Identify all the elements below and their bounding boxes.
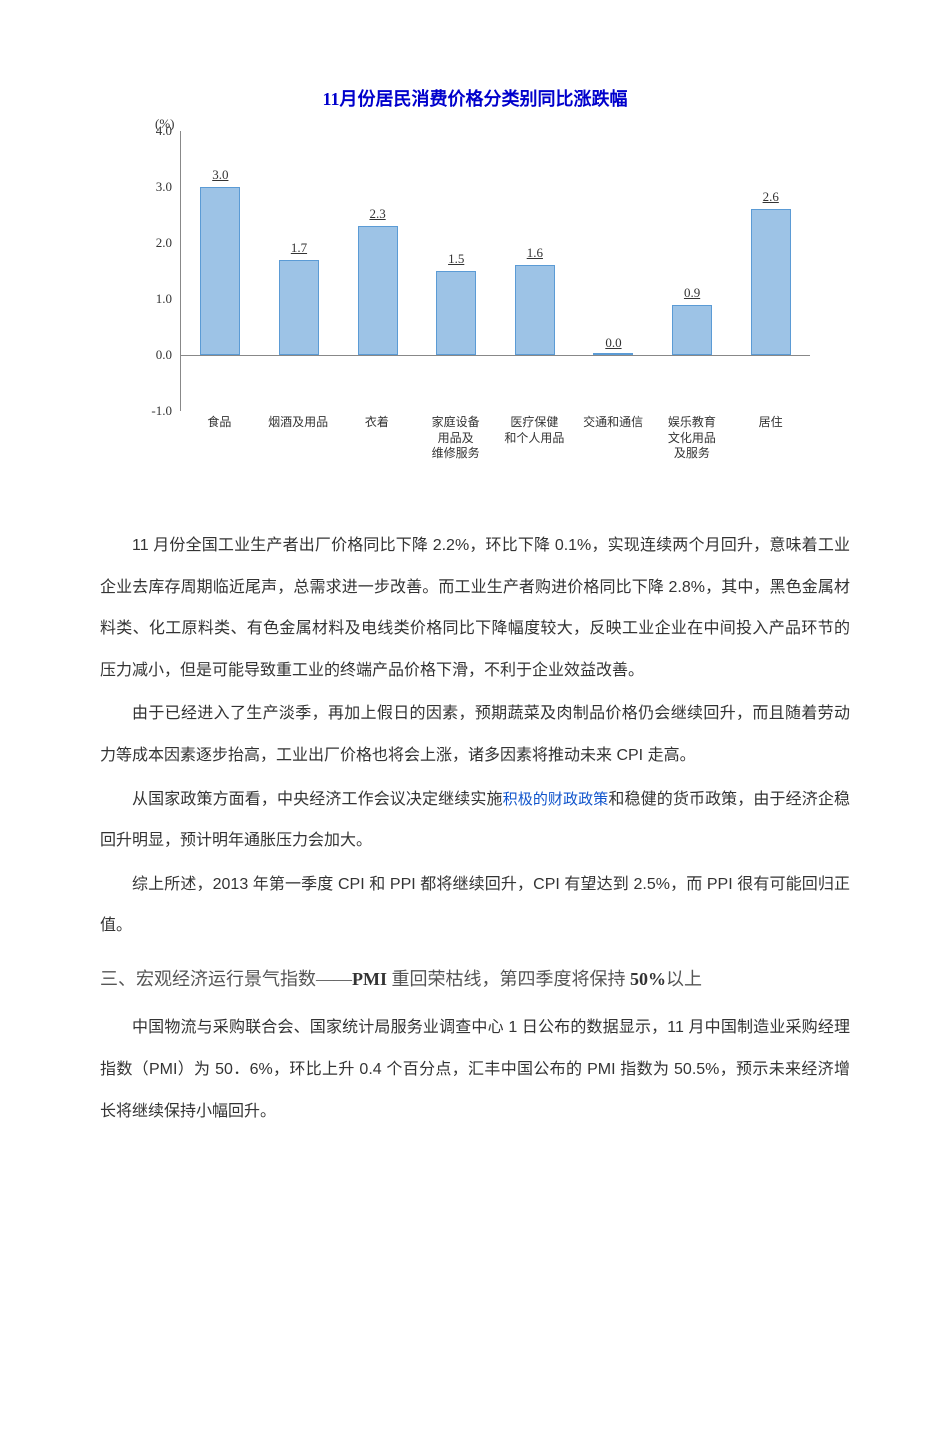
chart-bar (672, 305, 712, 355)
heading-prefix: 三、宏观经济运行景气指数—— (100, 969, 352, 989)
chart-bar (358, 226, 398, 355)
chart-bar (751, 209, 791, 355)
y-tick-label: 0.0 (156, 347, 172, 363)
x-axis-label: 交通和通信 (583, 415, 643, 431)
x-axis-label: 家庭设备用品及维修服务 (432, 415, 480, 462)
chart-title: 11月份居民消费价格分类别同比涨跌幅 (130, 85, 820, 111)
y-tick-label: 3.0 (156, 179, 172, 195)
y-axis: 4.03.02.01.00.0-1.0 (130, 131, 180, 411)
paragraph-3: 从国家政策方面看，中央经济工作会议决定继续实施积极的财政政策和稳健的货币政策，由… (100, 779, 850, 862)
chart-bar (200, 187, 240, 355)
cpi-chart: 11月份居民消费价格分类别同比涨跌幅 (%) 4.03.02.01.00.0-1… (130, 85, 820, 495)
bar-value-label: 3.0 (195, 167, 245, 183)
paragraph-2: 由于已经进入了生产淡季，再加上假日的因素，预期蔬菜及肉制品价格仍会继续回升，而且… (100, 693, 850, 776)
paragraph-5: 中国物流与采购联合会、国家统计局服务业调查中心 1 日公布的数据显示，11 月中… (100, 1007, 850, 1132)
y-tick-label: 1.0 (156, 291, 172, 307)
y-tick-label: 4.0 (156, 123, 172, 139)
y-tick-label: 2.0 (156, 235, 172, 251)
paragraph-1: 11 月份全国工业生产者出厂价格同比下降 2.2%，环比下降 0.1%，实现连续… (100, 525, 850, 691)
chart-plot: (%) 4.03.02.01.00.0-1.0 3.01.72.31.51.60… (130, 116, 820, 461)
x-axis-label: 衣着 (365, 415, 389, 431)
bar-value-label: 0.0 (588, 335, 638, 351)
p3-text-a: 从国家政策方面看，中央经济工作会议决定继续实施 (132, 791, 503, 808)
x-axis-label: 食品 (207, 415, 231, 431)
chart-bar (279, 260, 319, 355)
heading-mid: 重回荣枯线，第四季度将保持 (387, 969, 630, 989)
chart-bar (515, 265, 555, 355)
x-axis-label: 娱乐教育文化用品及服务 (668, 415, 716, 462)
paragraph-4: 综上所述，2013 年第一季度 CPI 和 PPI 都将继续回升，CPI 有望达… (100, 864, 850, 947)
x-axis-label: 医疗保健和个人用品 (504, 415, 564, 446)
chart-bar (436, 271, 476, 355)
fiscal-policy-link[interactable]: 积极的财政政策 (503, 792, 609, 808)
section-heading: 三、宏观经济运行景气指数——PMI 重回荣枯线，第四季度将保持 50%以上 (100, 963, 850, 995)
page-content: 11月份居民消费价格分类别同比涨跌幅 (%) 4.03.02.01.00.0-1… (0, 85, 950, 1132)
x-axis-baseline (181, 355, 810, 356)
bar-value-label: 2.3 (353, 206, 403, 222)
y-tick-label: -1.0 (151, 403, 172, 419)
heading-bold-50: 50% (630, 969, 666, 989)
bar-value-label: 1.5 (431, 251, 481, 267)
bar-value-label: 1.6 (510, 245, 560, 261)
bar-value-label: 0.9 (667, 285, 717, 301)
x-axis-label: 烟酒及用品 (268, 415, 328, 431)
chart-bar (593, 353, 633, 355)
heading-suffix: 以上 (666, 969, 702, 989)
bar-value-label: 2.6 (746, 189, 796, 205)
body-text: 11 月份全国工业生产者出厂价格同比下降 2.2%，环比下降 0.1%，实现连续… (100, 525, 850, 1132)
x-axis-label: 居住 (759, 415, 783, 431)
x-axis-labels: 食品 烟酒及用品 衣着 家庭设备用品及维修服务医疗保健和个人用品 交通和通信 娱乐教育文化… (180, 413, 810, 461)
plot-area: 3.0 1.7 2.3 1.5 1.6 0.0 0.9 2.6 (180, 131, 810, 411)
bar-value-label: 1.7 (274, 240, 324, 256)
heading-bold-pmi: PMI (352, 969, 387, 989)
